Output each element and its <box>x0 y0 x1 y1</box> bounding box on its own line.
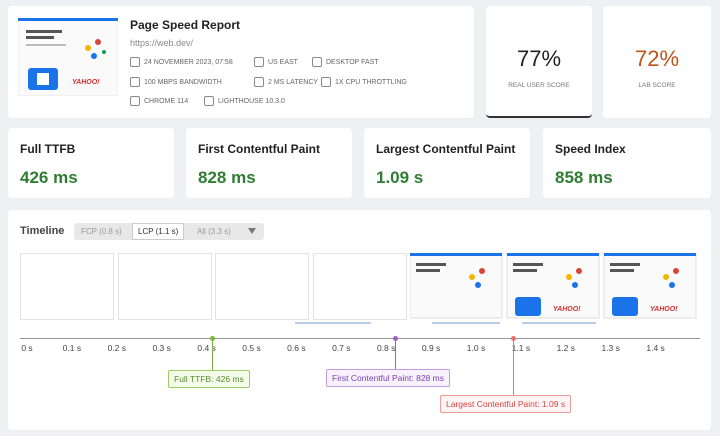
report-card: YAHOO! Page Speed Report https://web.dev… <box>8 6 474 118</box>
report-url[interactable]: https://web.dev/ <box>130 38 194 48</box>
tick-label: 0.2 s <box>107 343 127 353</box>
tick-label: 0.6 s <box>287 343 306 353</box>
marker-dot <box>393 336 398 341</box>
dropdown-arrow[interactable] <box>248 228 256 234</box>
metric-label: Speed Index <box>555 142 626 156</box>
marker-line <box>395 338 396 370</box>
tab-selected[interactable]: LCP (1.1 s) <box>132 223 185 240</box>
score-card[interactable]: 72% LAB SCORE <box>603 6 711 118</box>
meta-item: 1X CPU THROTTLING <box>321 77 407 87</box>
marker-label: First Contentful Paint: 828 ms <box>326 369 450 387</box>
score-card[interactable]: 77% REAL USER SCORE <box>486 6 592 118</box>
timeline-card <box>8 210 711 430</box>
meta-item: CHROME 114 <box>130 96 188 106</box>
score-value: 77% <box>516 46 562 71</box>
meta-item: DESKTOP FAST <box>312 57 379 67</box>
svg-text:YAHOO!: YAHOO! <box>553 306 581 313</box>
metric-value: 828 ms <box>198 168 256 187</box>
tick-label: 0.3 s <box>152 343 171 353</box>
score-label: LAB SCORE <box>638 82 676 89</box>
meta-text: 100 MBPS BANDWIDTH <box>144 78 222 86</box>
load-bar <box>522 322 596 324</box>
frames-loaded: YAHOO! YAHOO! <box>410 253 697 319</box>
tick-label: 1.0 s <box>466 343 486 353</box>
tick-label: 0.5 s <box>242 343 261 353</box>
meta-item: 100 MBPS BANDWIDTH <box>130 77 222 87</box>
metric-card: Largest Contentful Paint 1.09 s <box>364 128 530 198</box>
tick-label: 1.3 s <box>601 343 620 353</box>
frame <box>313 253 407 320</box>
metric-value: 426 ms <box>20 168 78 187</box>
marker-line <box>513 338 514 396</box>
tick-label: 1.2 s <box>556 343 576 353</box>
svg-text:YAHOO!: YAHOO! <box>650 306 678 313</box>
marker-label: Largest Contentful Paint: 1.09 s <box>440 395 572 413</box>
marker-dot <box>210 336 215 341</box>
load-bar <box>432 322 500 324</box>
meta-text: DESKTOP FAST <box>326 58 379 66</box>
meta-text: 24 NOVEMBER 2023, 07:58 <box>144 58 233 66</box>
metric-card: Full TTFB 426 ms <box>8 128 174 198</box>
timeline-title: Timeline <box>20 225 65 237</box>
metric-label: Full TTFB <box>20 142 76 156</box>
meta-text: US EAST <box>268 58 298 66</box>
metric-value: 858 ms <box>555 168 613 187</box>
meta-item: 24 NOVEMBER 2023, 07:58 <box>130 57 233 67</box>
score-value: 72% <box>634 46 680 71</box>
marker-line <box>212 338 213 371</box>
metric-label: First Contentful Paint <box>198 142 320 156</box>
meta-text: CHROME 114 <box>144 97 189 105</box>
metric-card: First Contentful Paint 828 ms <box>186 128 352 198</box>
timeline-axis <box>20 338 700 339</box>
tab[interactable]: All (3.3 s) <box>197 227 231 236</box>
svg-text:YAHOO!: YAHOO! <box>72 79 100 86</box>
tick-label: 1.1 s <box>511 343 531 353</box>
thumbnail: YAHOO! <box>18 18 118 96</box>
tab[interactable]: FCP (0.8 s) <box>81 227 122 236</box>
tick-label: 0.7 s <box>332 343 351 353</box>
tick-label: 1.4 s <box>646 343 665 353</box>
meta-item: LIGHTHOUSE 10.3.0 <box>204 96 285 106</box>
score-label: REAL USER SCORE <box>508 82 570 89</box>
tick-label: 0.1 s <box>62 343 82 353</box>
metric-value: 1.09 s <box>376 168 424 187</box>
frame <box>215 253 309 320</box>
report-title: Page Speed Report <box>130 18 241 32</box>
metric-label: Largest Contentful Paint <box>376 142 516 156</box>
meta-text: 2 MS LATENCY <box>268 78 319 86</box>
meta-text: LIGHTHOUSE 10.3.0 <box>218 97 285 105</box>
marker-dot <box>511 336 516 341</box>
meta-text: 1X CPU THROTTLING <box>335 78 407 86</box>
frame <box>20 253 114 320</box>
meta-item: US EAST <box>254 57 298 67</box>
frame <box>118 253 212 320</box>
tick-label: 0.8 s <box>376 343 396 353</box>
metric-card: Speed Index 858 ms <box>543 128 711 198</box>
tick-label: 0.4 s <box>197 343 216 353</box>
marker-label: Full TTFB: 426 ms <box>168 370 250 388</box>
tick-label: 0 s <box>21 343 33 353</box>
load-bar <box>295 322 371 324</box>
meta-item: 2 MS LATENCY <box>254 77 318 87</box>
tick-label: 0.9 s <box>421 343 441 353</box>
